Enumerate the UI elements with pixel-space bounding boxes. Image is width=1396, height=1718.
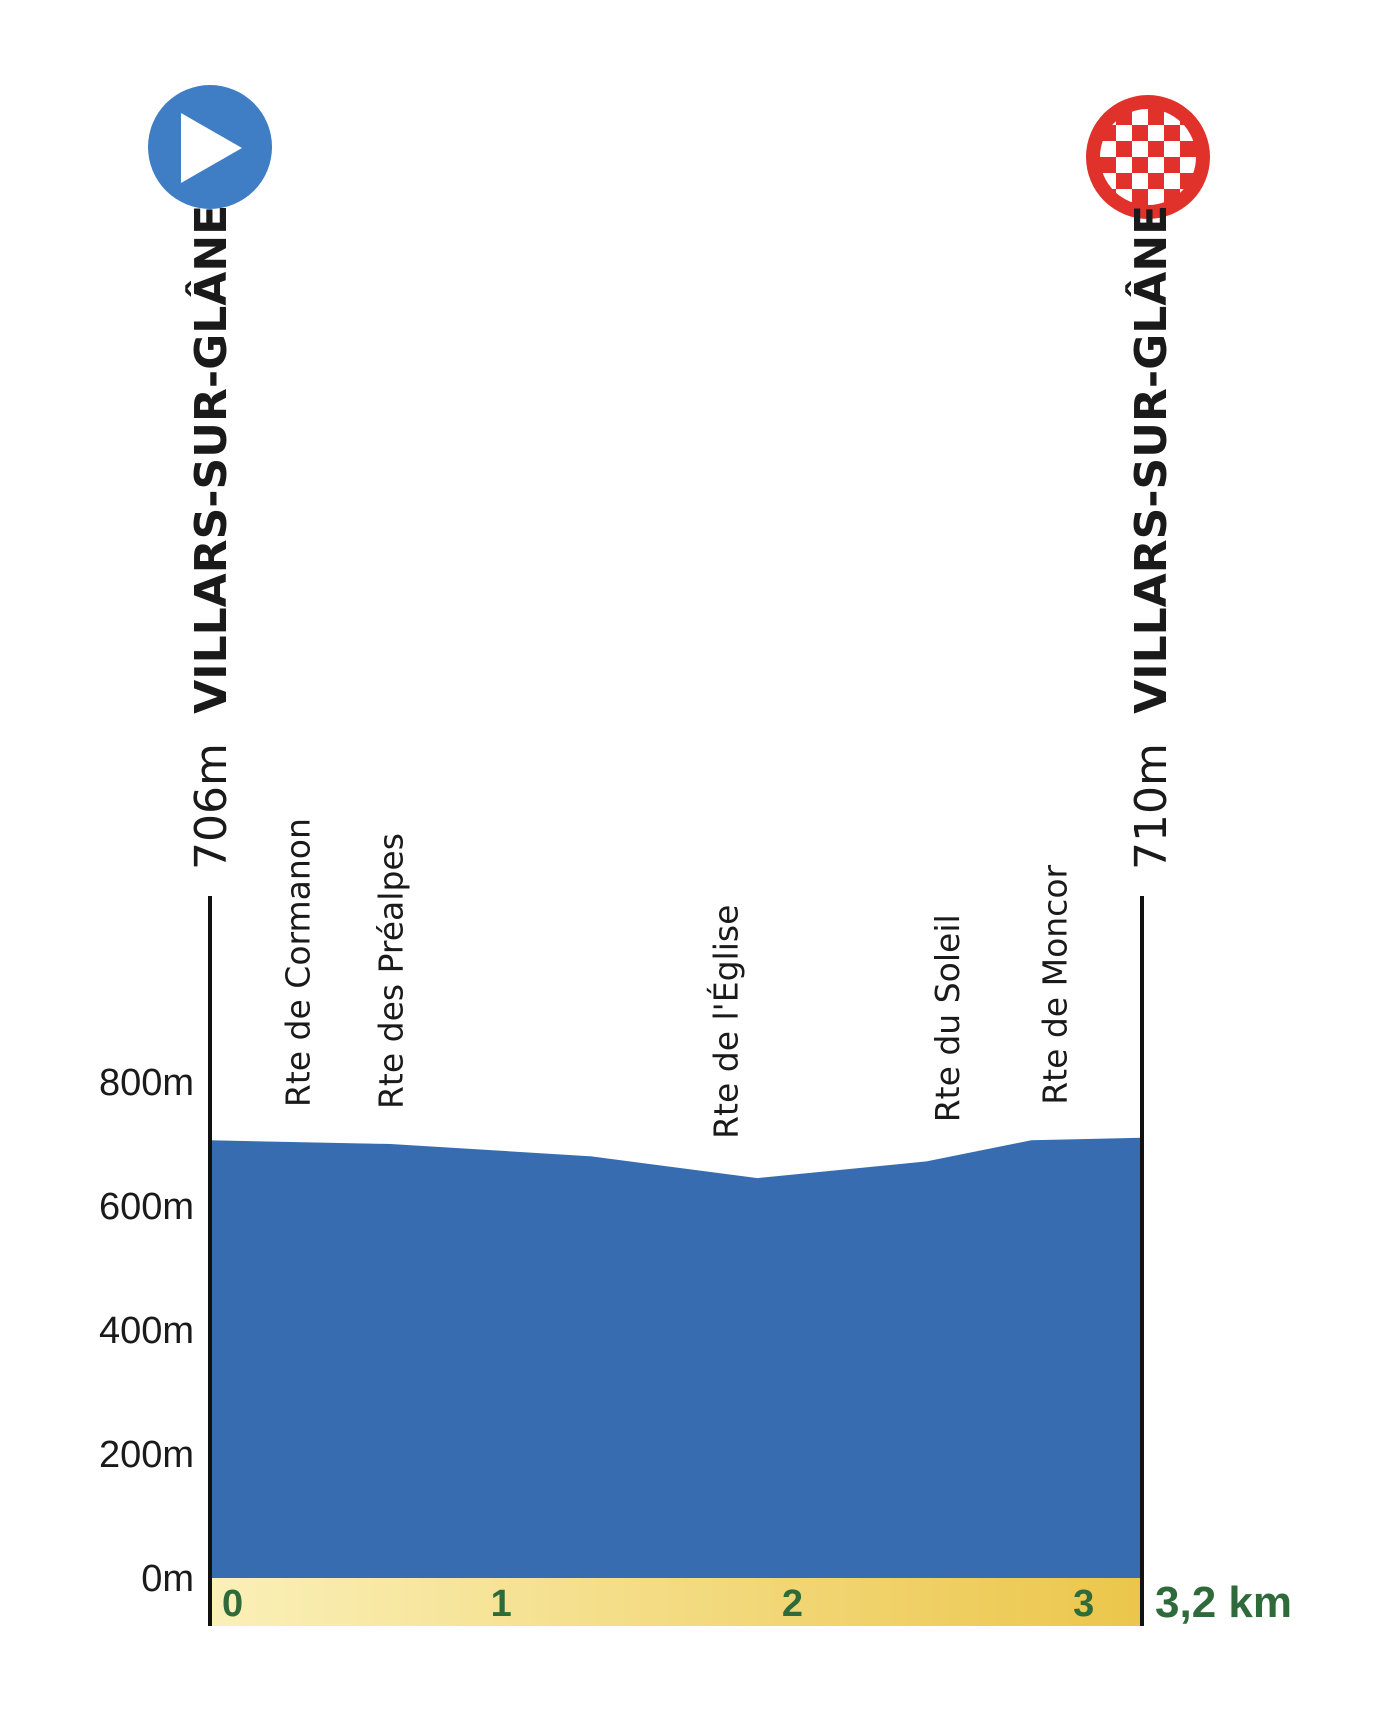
checker-square bbox=[1148, 189, 1164, 205]
finish-checkered-flag-icon bbox=[1086, 95, 1210, 219]
y-tick-label: 0m bbox=[141, 1558, 194, 1600]
finish-name: VILLARS-SUR-GLÂNE bbox=[1124, 205, 1177, 714]
y-tick-label: 800m bbox=[99, 1062, 194, 1104]
waypoint-label: Rte des Préalpes bbox=[372, 833, 411, 1109]
x-tick-label: 1 bbox=[491, 1583, 512, 1625]
checker-square bbox=[1132, 173, 1148, 189]
waypoint-label: Rte du Soleil bbox=[928, 914, 967, 1122]
x-tick-label: 3 bbox=[1073, 1583, 1094, 1625]
start-name: VILLARS-SUR-GLÂNE bbox=[184, 205, 237, 714]
checker-square bbox=[1148, 125, 1164, 141]
checker-square bbox=[1132, 109, 1148, 125]
km-distance-bar bbox=[210, 1578, 1142, 1626]
start-location-label: 706m VILLARS-SUR-GLÂNE bbox=[184, 205, 237, 870]
checker-square bbox=[1116, 157, 1132, 173]
y-tick-label: 600m bbox=[99, 1186, 194, 1228]
y-tick-label: 400m bbox=[99, 1310, 194, 1352]
checker-square bbox=[1164, 173, 1180, 189]
checker-square bbox=[1116, 125, 1132, 141]
checker-square bbox=[1148, 157, 1164, 173]
waypoint-label: Rte de l'Église bbox=[706, 905, 746, 1139]
waypoint-label: Rte de Moncor bbox=[1036, 864, 1075, 1104]
y-tick-label: 200m bbox=[99, 1434, 194, 1476]
start-play-icon bbox=[148, 85, 272, 209]
checker-square bbox=[1132, 141, 1148, 157]
total-distance-label: 3,2 km bbox=[1155, 1578, 1292, 1627]
x-tick-label: 0 bbox=[222, 1583, 243, 1625]
checker-square bbox=[1180, 157, 1196, 173]
checker-square bbox=[1164, 141, 1180, 157]
finish-location-label: 710m VILLARS-SUR-GLÂNE bbox=[1124, 205, 1177, 870]
checker-square bbox=[1100, 141, 1116, 157]
finish-elevation: 710m bbox=[1126, 743, 1177, 870]
start-elevation: 706m bbox=[186, 743, 237, 870]
x-tick-label: 2 bbox=[782, 1583, 803, 1625]
elevation-profile-area bbox=[210, 1137, 1142, 1578]
waypoint-label: Rte de Cormanon bbox=[278, 818, 317, 1107]
